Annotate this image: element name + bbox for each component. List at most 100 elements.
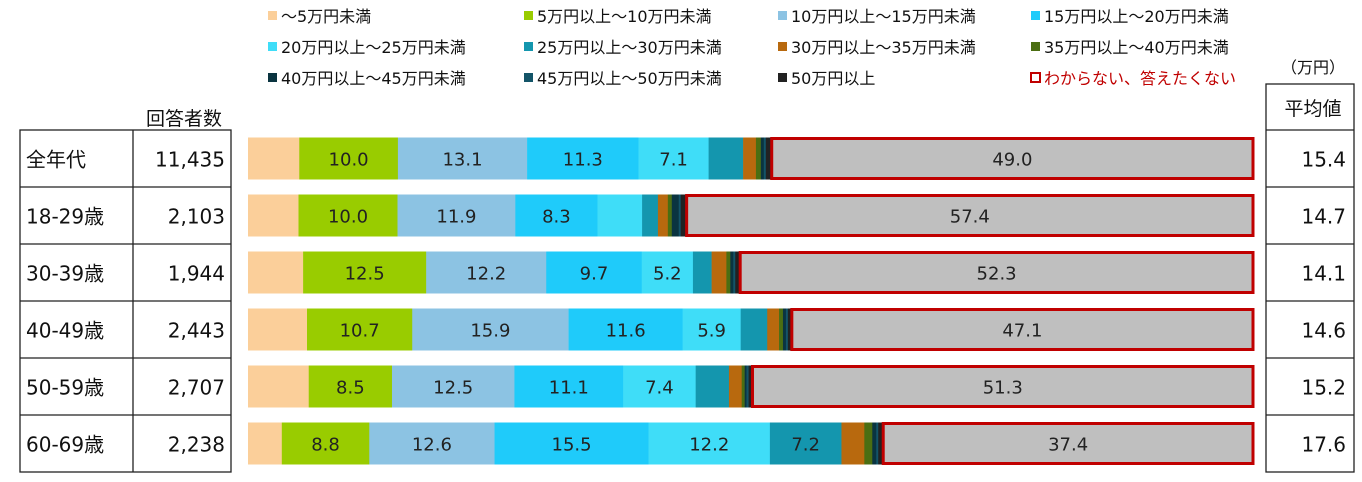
bar-segment bbox=[872, 422, 877, 465]
bar-segment bbox=[881, 422, 1255, 465]
bar-segment bbox=[755, 137, 762, 180]
bar-segment bbox=[765, 137, 772, 180]
bar-data-label: 37.4 bbox=[1048, 435, 1088, 456]
legend-label: 40万円以上～45万円未満 bbox=[281, 69, 466, 88]
legend-swatch bbox=[778, 42, 787, 51]
bar-segment bbox=[657, 194, 669, 237]
bar-segment bbox=[308, 365, 393, 408]
bar-segment bbox=[692, 251, 712, 294]
chart-legend: ～5万円未満 5万円以上～10万円未満 10万円以上～15万円未満 15万円以上～20… bbox=[268, 7, 1236, 88]
bar-segment bbox=[369, 422, 495, 465]
bar-segment bbox=[494, 422, 649, 465]
row-average-value: 15.4 bbox=[1301, 148, 1346, 172]
legend-swatch bbox=[524, 11, 533, 20]
bar-data-label: 9.7 bbox=[580, 264, 609, 285]
bar-data-label: 7.2 bbox=[791, 435, 820, 456]
table-border bbox=[1265, 83, 1355, 473]
bar-segment bbox=[785, 308, 789, 351]
bar-segment bbox=[730, 251, 734, 294]
row-respondent-count: 1,944 bbox=[168, 262, 225, 286]
bar-segment bbox=[841, 422, 865, 465]
bar-segment bbox=[641, 251, 694, 294]
bar-data-label: 12.6 bbox=[412, 435, 452, 456]
bar-segment bbox=[642, 194, 659, 237]
bar-segment bbox=[514, 365, 624, 408]
bar-segment bbox=[685, 194, 1255, 237]
bar-data-label: 47.1 bbox=[1002, 321, 1042, 342]
bar-segment bbox=[397, 137, 528, 180]
legend-swatch bbox=[1031, 11, 1040, 20]
legend-label: 5万円以上～10万円未満 bbox=[537, 7, 712, 26]
respondents-header: 回答者数 bbox=[146, 108, 222, 130]
bar-segment bbox=[750, 365, 1255, 408]
bar-segment bbox=[767, 308, 780, 351]
bar-segment bbox=[638, 137, 709, 180]
bar-segment bbox=[248, 137, 300, 180]
legend-swatch bbox=[268, 73, 277, 82]
bar-segment bbox=[790, 308, 1255, 351]
bar-segment bbox=[426, 251, 547, 294]
bar-segment bbox=[623, 365, 696, 408]
row-average-value: 14.1 bbox=[1301, 262, 1346, 286]
legend-swatch bbox=[778, 11, 787, 20]
bar-data-label: 11.1 bbox=[549, 378, 589, 399]
row-label-table: 全年代 11,435 18-29歳 2,103 30-39歳 1,944 40-49歳 2,4… bbox=[19, 129, 232, 473]
bar-segment bbox=[648, 422, 771, 465]
bar-segment bbox=[743, 137, 757, 180]
row-average-value: 14.7 bbox=[1301, 205, 1346, 229]
legend-label: 30万円以上～35万円未満 bbox=[791, 38, 976, 57]
row-respondent-count: 2,238 bbox=[168, 433, 225, 457]
row-category-label: 18-29歳 bbox=[26, 205, 104, 229]
average-value-table: 15.4 14.7 14.1 14.6 15.2 17.6 bbox=[1265, 83, 1355, 473]
bar-segment bbox=[735, 251, 740, 294]
bar-data-label: 10.7 bbox=[340, 321, 380, 342]
bar-segment bbox=[412, 308, 569, 351]
average-header: 平均値 bbox=[1284, 98, 1341, 120]
bar-segment bbox=[787, 308, 792, 351]
bar-data-label: 8.8 bbox=[311, 435, 340, 456]
legend-swatch bbox=[778, 73, 787, 82]
legend-label: 50万円以上 bbox=[791, 69, 875, 88]
bar-data-label: 5.9 bbox=[697, 321, 726, 342]
bar-data-label: 57.4 bbox=[950, 207, 990, 228]
bar-data-label: 12.5 bbox=[433, 378, 473, 399]
bar-data-label: 8.5 bbox=[336, 378, 365, 399]
bar-segment bbox=[391, 365, 515, 408]
bar-segment bbox=[740, 308, 768, 351]
bar-segment bbox=[248, 365, 310, 408]
bar-data-label: 13.1 bbox=[442, 150, 482, 171]
bar-data-label: 52.3 bbox=[977, 264, 1017, 285]
bar-data-label: 12.5 bbox=[345, 264, 385, 285]
bar-segment bbox=[397, 194, 516, 237]
bar-segment bbox=[878, 422, 883, 465]
bar-data-label: 10.0 bbox=[328, 207, 368, 228]
legend-swatch bbox=[524, 42, 533, 51]
bar-segment bbox=[769, 422, 842, 465]
row-respondent-count: 2,103 bbox=[168, 205, 225, 229]
bar-segment bbox=[568, 308, 683, 351]
legend-label: 20万円以上～25万円未満 bbox=[281, 38, 466, 57]
stacked-bars: 10.0 13.1 11.3 7.1 49.0 10.0 11.9 8.3 57.4 12.5 12… bbox=[248, 137, 1255, 465]
row-respondent-count: 2,443 bbox=[168, 319, 225, 343]
row-average-value: 17.6 bbox=[1301, 433, 1346, 457]
bar-segment bbox=[515, 194, 598, 237]
bar-segment bbox=[738, 251, 1255, 294]
row-average-value: 14.6 bbox=[1301, 319, 1346, 343]
bar-segment bbox=[281, 422, 370, 465]
bar-data-label: 12.2 bbox=[689, 435, 729, 456]
average-unit-label: （万円） bbox=[1281, 58, 1345, 77]
bar-data-label: 7.4 bbox=[645, 378, 674, 399]
bar-data-label: 11.9 bbox=[436, 207, 476, 228]
bar-segment bbox=[782, 308, 787, 351]
bar-segment bbox=[527, 137, 639, 180]
bar-segment bbox=[741, 365, 745, 408]
bar-segment bbox=[667, 194, 673, 237]
bar-segment bbox=[763, 137, 767, 180]
bar-segment bbox=[303, 251, 427, 294]
bar-segment bbox=[546, 251, 643, 294]
bar-segment bbox=[695, 365, 730, 408]
bar-segment bbox=[733, 251, 736, 294]
legend-label: 10万円以上～15万円未満 bbox=[791, 7, 976, 26]
row-respondent-count: 11,435 bbox=[155, 148, 225, 172]
